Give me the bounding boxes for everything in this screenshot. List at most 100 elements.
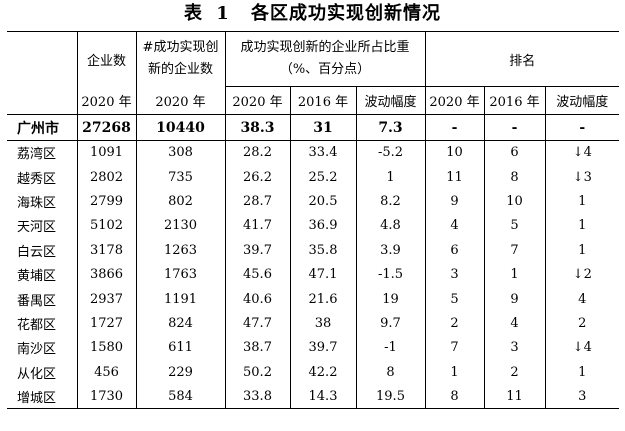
- share-change: -5.2: [355, 140, 425, 165]
- rank-2020: 1: [424, 360, 484, 385]
- table-row: 白云区 3178 1263 39.7 35.8 3.9 6 7 1: [7, 238, 620, 263]
- share-change: 4.8: [355, 213, 425, 239]
- header-rank: 排名: [424, 31, 620, 87]
- table-row: 荔湾区 1091 308 28.2 33.4 -5.2 10 6 ↓4: [7, 140, 620, 165]
- innov-firms-count: 1191: [135, 286, 225, 312]
- rank-2020: 5: [424, 286, 484, 312]
- innovation-table: 企业数 #成功实现创 新的企业数 成功实现创新的企业所占比重 （%、百分点） 排…: [7, 31, 620, 410]
- total-rank-change: -: [544, 114, 620, 141]
- district-name: 番禺区: [17, 293, 57, 309]
- rank-2016: 1: [483, 262, 545, 287]
- rank-2020: 10: [424, 140, 484, 165]
- header-innov-year: 2020 年: [135, 86, 225, 115]
- header-area-blank: [7, 31, 77, 87]
- rank-2016: 6: [483, 140, 545, 165]
- header-row-top: 企业数 #成功实现创 新的企业数 成功实现创新的企业所占比重 （%、百分点） 排…: [7, 31, 620, 87]
- caption-prefix: 表: [183, 3, 203, 24]
- table-row: 黄埔区 3866 1763 45.6 47.1 -1.5 3 1 ↓2: [7, 262, 620, 287]
- rank-change: 1: [544, 360, 620, 385]
- firms-count: 1091: [76, 140, 136, 165]
- header-firms-year: 2020 年: [76, 86, 136, 115]
- total-share-2020: 38.3: [224, 114, 290, 141]
- rank-change: 4: [544, 286, 620, 312]
- total-firms: 27268: [76, 114, 136, 141]
- rank-2016: 2: [483, 360, 545, 385]
- rank-change: ↓4: [544, 140, 620, 165]
- rank-change: ↓4: [544, 335, 620, 361]
- firms-count: 3866: [76, 262, 136, 287]
- innov-firms-count: 308: [135, 140, 225, 165]
- caption-number: 1: [216, 3, 230, 24]
- table-row: 越秀区 2802 735 26.2 25.2 1 11 8 ↓3: [7, 164, 620, 190]
- header-share: 成功实现创新的企业所占比重 （%、百分点）: [224, 31, 425, 87]
- rank-2020: 7: [424, 335, 484, 361]
- rank-change: ↓2: [544, 262, 620, 287]
- header-rank-label: 排名: [509, 53, 536, 69]
- header-area-blank-2: [7, 86, 77, 115]
- rank-change: 1: [544, 189, 620, 214]
- share-change: 1: [355, 164, 425, 190]
- firms-count: 2799: [76, 189, 136, 214]
- firms-count: 3178: [76, 238, 136, 263]
- district-name: 天河区: [17, 220, 57, 236]
- rank-2016: 11: [483, 384, 545, 410]
- total-innov: 10440: [135, 114, 225, 141]
- rank-2016: 7: [483, 238, 545, 263]
- header-innov-firms-line2: 新的企业数: [147, 62, 213, 78]
- district-name: 荔湾区: [17, 147, 57, 163]
- rank-change: 3: [544, 384, 620, 410]
- table-row: 增城区 1730 584 33.8 14.3 19.5 8 11 3: [7, 384, 620, 410]
- share-2016: 36.9: [289, 213, 356, 239]
- table-row: 从化区 456 229 50.2 42.2 8 1 2 1: [7, 360, 620, 385]
- district-name: 花都区: [17, 317, 57, 333]
- share-2016: 39.7: [289, 335, 356, 361]
- rank-2020: 9: [424, 189, 484, 214]
- caption-text: 各区成功实现创新情况: [251, 3, 442, 24]
- total-rank-2016: -: [483, 114, 545, 141]
- district-name: 越秀区: [17, 171, 57, 187]
- innov-firms-count: 1263: [135, 238, 225, 263]
- share-change: 9.7: [355, 311, 425, 336]
- district-name: 海珠区: [17, 195, 57, 211]
- share-2016: 25.2: [289, 164, 356, 190]
- innov-firms-count: 584: [135, 384, 225, 410]
- share-2020: 26.2: [224, 164, 290, 190]
- share-2020: 47.7: [224, 311, 290, 336]
- header-rank-2016: 2016 年: [483, 86, 545, 115]
- share-2016: 21.6: [289, 286, 356, 312]
- firms-count: 1580: [76, 335, 136, 361]
- header-firms-label: 企业数: [86, 53, 126, 69]
- share-2016: 33.4: [289, 140, 356, 165]
- share-2020: 39.7: [224, 238, 290, 263]
- total-rank-2020: -: [424, 114, 484, 141]
- header-rank-change: 波动幅度: [544, 86, 620, 115]
- share-2020: 28.7: [224, 189, 290, 214]
- rank-2020: 3: [424, 262, 484, 287]
- firms-count: 1727: [76, 311, 136, 336]
- share-change: -1: [355, 335, 425, 361]
- header-share-change: 波动幅度: [355, 86, 425, 115]
- firms-count: 456: [76, 360, 136, 385]
- share-2016: 20.5: [289, 189, 356, 214]
- share-2016: 47.1: [289, 262, 356, 287]
- innov-firms-count: 824: [135, 311, 225, 336]
- rank-2020: 8: [424, 384, 484, 410]
- total-area: 广州市: [7, 114, 77, 141]
- rank-2016: 3: [483, 335, 545, 361]
- header-rank-2020: 2020 年: [424, 86, 484, 115]
- rank-2016: 9: [483, 286, 545, 312]
- total-change: 7.3: [355, 114, 425, 141]
- share-2020: 41.7: [224, 213, 290, 239]
- share-2020: 28.2: [224, 140, 290, 165]
- table-row: 南沙区 1580 611 38.7 39.7 -1 7 3 ↓4: [7, 335, 620, 361]
- firms-count: 2937: [76, 286, 136, 312]
- share-2016: 14.3: [289, 384, 356, 410]
- share-change: 19: [355, 286, 425, 312]
- rank-change: 1: [544, 213, 620, 239]
- innov-firms-count: 611: [135, 335, 225, 361]
- share-change: -1.5: [355, 262, 425, 287]
- header-share-2020: 2020 年: [224, 86, 290, 115]
- innov-firms-count: 735: [135, 164, 225, 190]
- district-name: 增城区: [7, 384, 77, 410]
